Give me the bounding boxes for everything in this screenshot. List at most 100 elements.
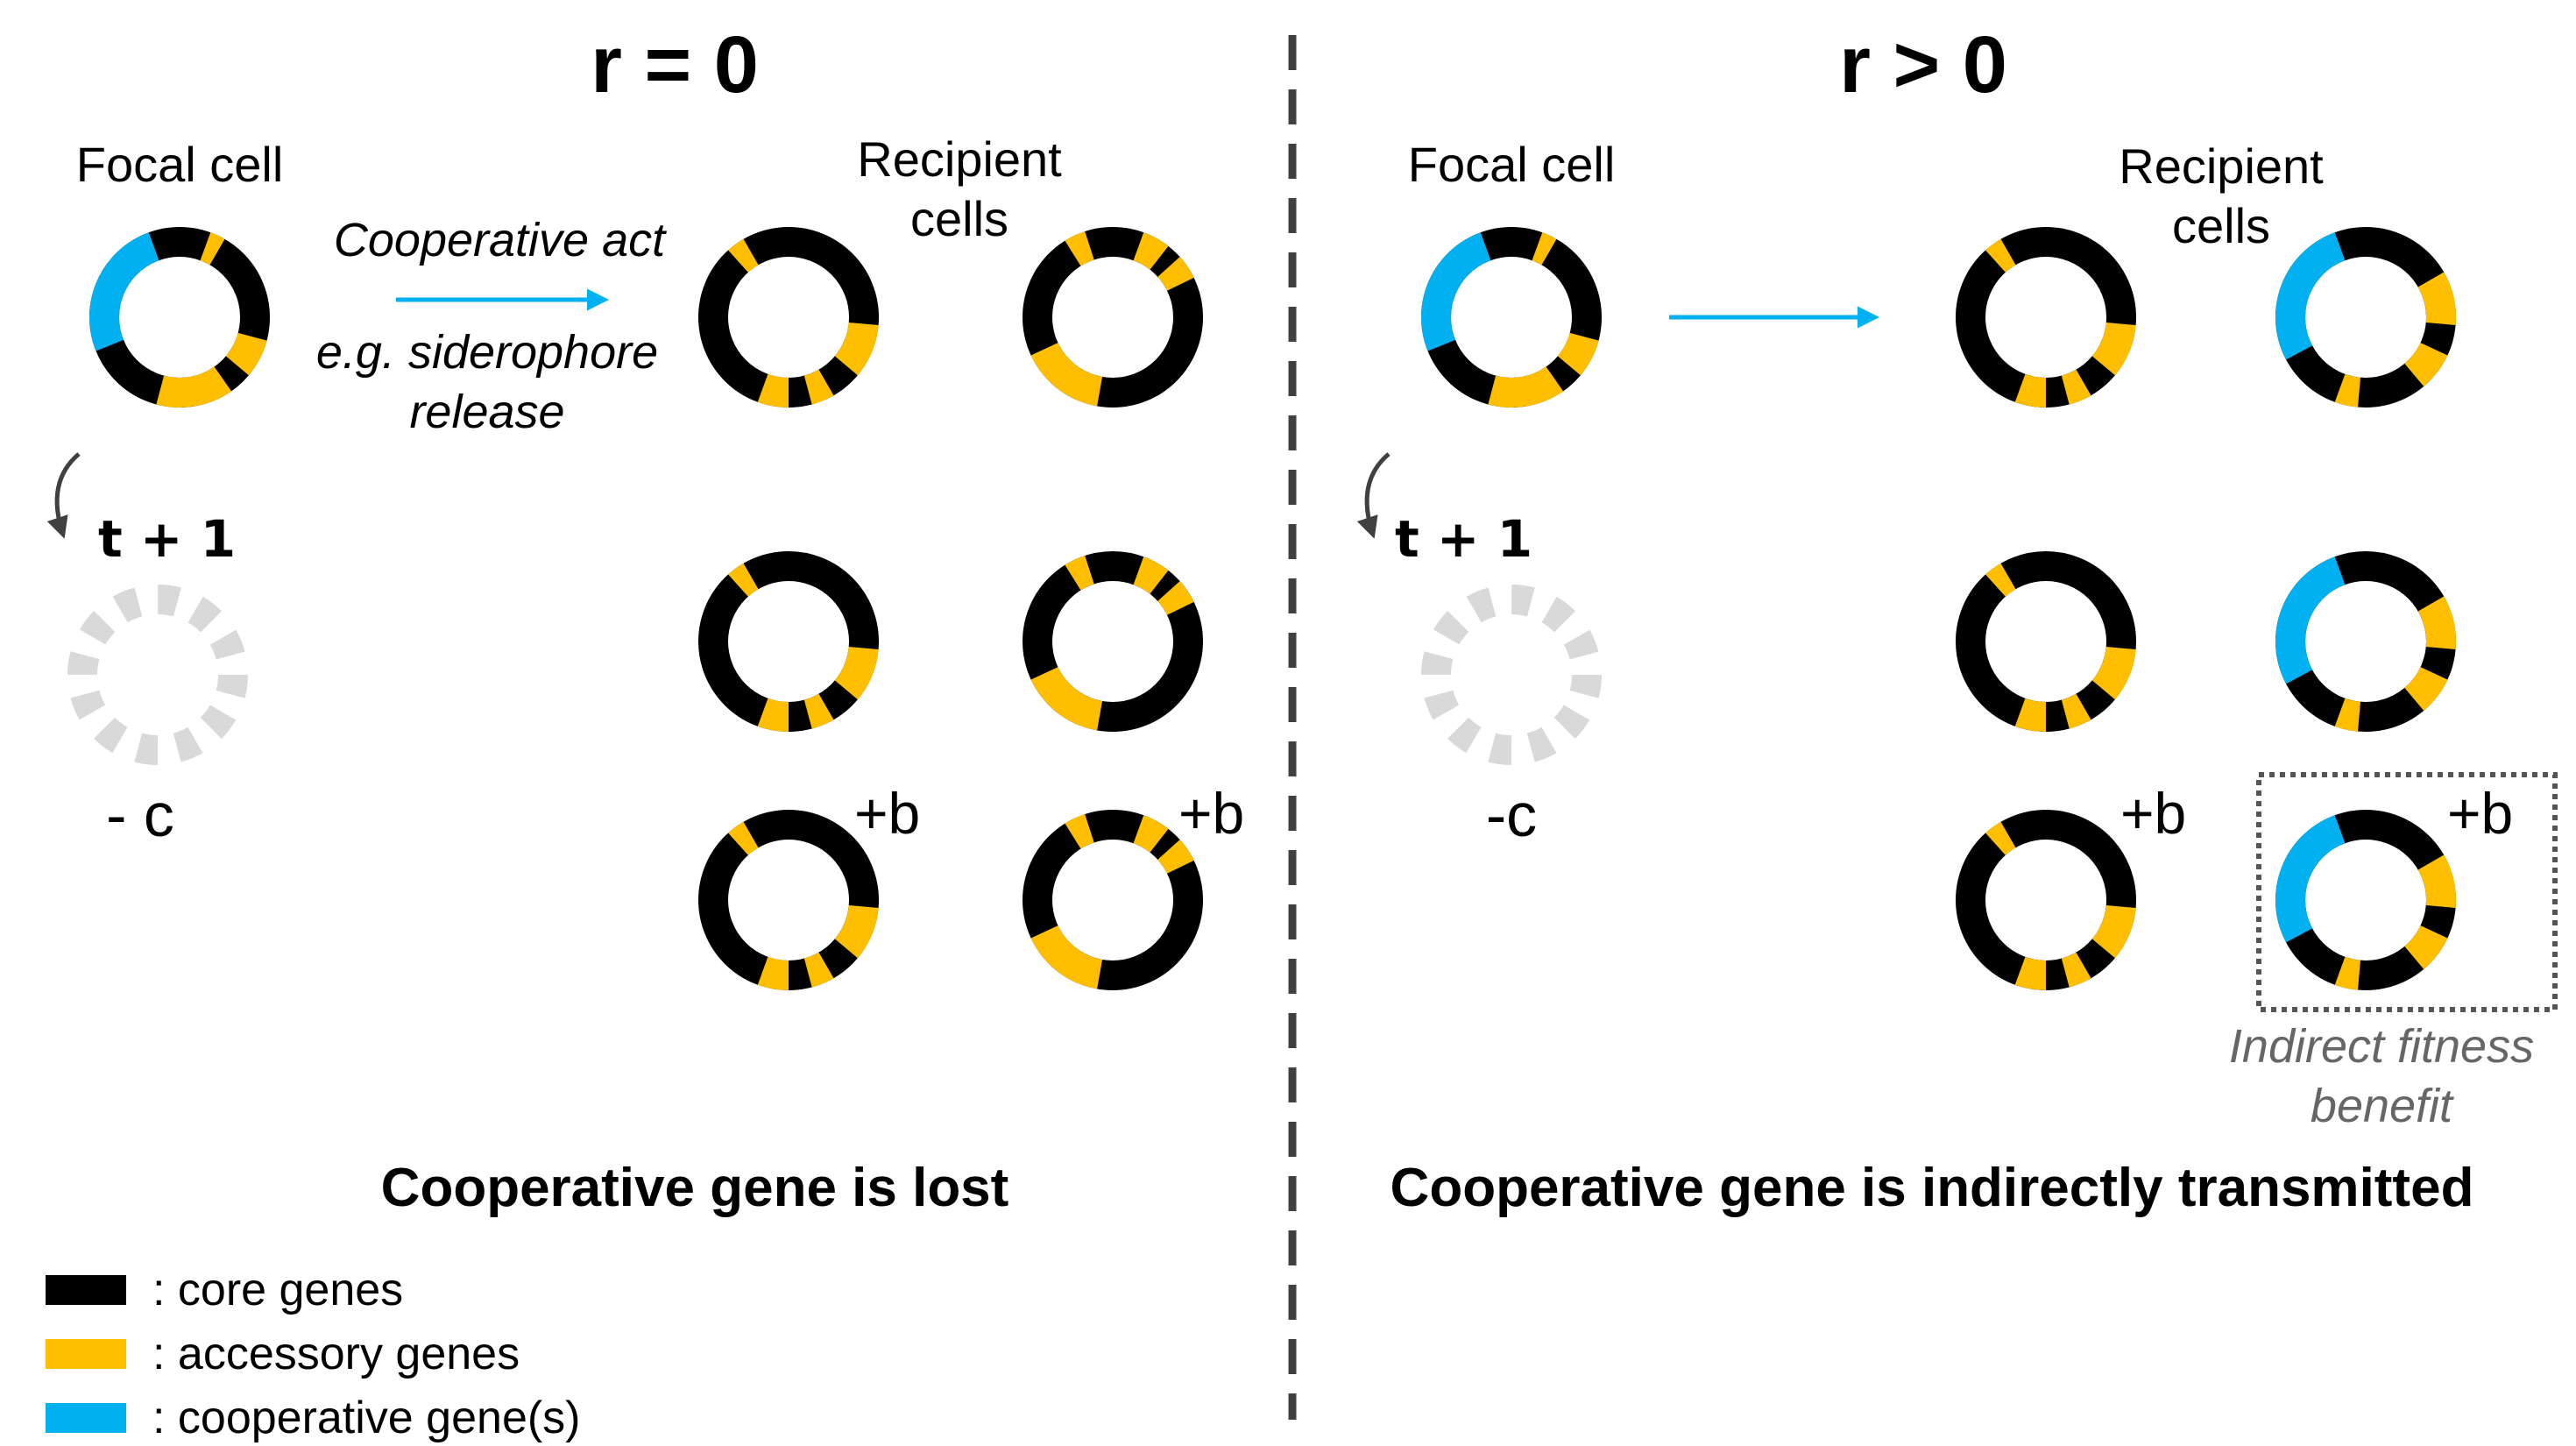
right-focal-cell-label: Focal cell xyxy=(1407,137,1616,192)
accessory-genes-segment xyxy=(1132,232,1169,271)
right-recipient-line1: Recipient xyxy=(2119,138,2324,194)
right-recipient-line2: cells xyxy=(2171,198,2271,253)
accessory-genes-segment xyxy=(2014,956,2047,990)
accessory-genes-segment xyxy=(2417,272,2456,325)
accessory-genes-segment xyxy=(2334,956,2361,990)
accessory-genes-segment xyxy=(803,952,834,988)
core-genes-segment xyxy=(698,551,879,732)
left-recipient-cell-2 xyxy=(1023,227,1203,408)
accessory-genes-segment xyxy=(1557,332,1599,376)
legend-cooperative-label: : cooperative gene(s) xyxy=(152,1393,581,1443)
accessory-genes-segment xyxy=(225,332,267,376)
right-panel-title: r > 0 xyxy=(1839,20,2007,110)
left-panel-title: r = 0 xyxy=(591,20,759,110)
legend-cooperative: : cooperative gene(s) xyxy=(46,1393,581,1443)
right-cost-label: -c xyxy=(1485,781,1538,849)
accessory-genes-segment xyxy=(2403,666,2448,711)
left-time-label: t + 1 xyxy=(98,509,237,569)
right-recipient-cell-4 xyxy=(2275,551,2456,732)
accessory-genes-segment xyxy=(2417,854,2456,908)
accessory-genes-segment xyxy=(728,238,759,273)
legend-accessory: : accessory genes xyxy=(46,1329,520,1379)
accessory-genes-segment xyxy=(1488,366,1564,408)
left-recipient-cells-label: Recipient cells xyxy=(857,130,1061,249)
right-focal-cell-lost xyxy=(1421,585,1602,765)
cooperative-genes-segment xyxy=(2275,815,2346,943)
accessory-genes-segment xyxy=(834,646,879,700)
left-focal-cell-label: Focal cell xyxy=(75,137,284,192)
left-recipient-cell-3 xyxy=(698,551,879,732)
right-conclusion: Cooperative gene is indirectly transmitt… xyxy=(1390,1158,2474,1218)
accessory-genes-segment xyxy=(2403,342,2448,386)
cooperative-genes-segment xyxy=(2275,556,2346,684)
core-genes-segment xyxy=(1023,227,1203,408)
accessory-genes-segment xyxy=(757,956,789,990)
accessory-genes-segment xyxy=(1065,556,1095,591)
legend-core-label: : core genes xyxy=(152,1265,404,1315)
left-recipient-line2: cells xyxy=(909,191,1009,246)
right-recipient-cell-6 xyxy=(2275,810,2456,990)
accessory-genes-segment xyxy=(1157,257,1194,292)
legend-accessory-swatch xyxy=(46,1339,126,1369)
accessory-genes-segment xyxy=(1132,556,1169,595)
cooperative-act-label: Cooperative act xyxy=(334,210,665,270)
accessory-genes-segment xyxy=(1030,925,1103,989)
accessory-genes-segment xyxy=(1985,563,2016,598)
accessory-genes-segment xyxy=(2091,904,2136,959)
legend-core: : core genes xyxy=(46,1265,403,1315)
left-conclusion: Cooperative gene is lost xyxy=(380,1158,1009,1218)
core-genes-segment xyxy=(698,810,879,990)
accessory-genes-segment xyxy=(2014,373,2047,408)
accessory-genes-segment xyxy=(1985,821,2016,856)
legend-accessory-label: : accessory genes xyxy=(152,1329,520,1379)
cooperative-genes-segment xyxy=(89,232,159,351)
right-recipient-cell-2 xyxy=(2275,227,2456,408)
core-genes-segment xyxy=(698,227,879,408)
left-cost-label: - c xyxy=(106,781,174,849)
cooperative-act-line2: e.g. siderophore xyxy=(315,326,659,379)
right-recipient-cell-1 xyxy=(1956,227,2136,408)
accessory-genes-segment xyxy=(834,904,879,959)
core-genes-segment xyxy=(1956,551,2136,732)
time-step-arrow-right xyxy=(1356,452,1391,539)
left-recipient-cell-5 xyxy=(698,810,879,990)
accessory-genes-segment xyxy=(757,698,789,732)
accessory-genes-segment xyxy=(1065,231,1095,266)
accessory-genes-segment xyxy=(2061,693,2091,729)
accessory-genes-segment xyxy=(803,369,834,405)
right-benefit-label-2: +b xyxy=(2447,781,2514,846)
accessory-genes-segment xyxy=(1157,840,1194,875)
left-focal-cell-lost xyxy=(67,585,248,765)
right-time-label: t + 1 xyxy=(1395,509,1533,569)
cooperative-act-line1: Cooperative act xyxy=(333,214,666,266)
left-benefit-label-1: +b xyxy=(854,781,921,846)
cooperative-act-line3: release xyxy=(409,386,565,438)
left-focal-cell xyxy=(89,227,270,408)
accessory-genes-segment xyxy=(1157,581,1194,616)
accessory-genes-segment xyxy=(2091,646,2136,700)
indirect-fitness-line1: Indirect fitness xyxy=(2228,1020,2535,1073)
cooperative-act-example: e.g. siderophore release xyxy=(316,323,658,442)
core-genes-segment xyxy=(2421,332,2453,351)
left-benefit-label-2: +b xyxy=(1178,781,1245,846)
core-genes-segment xyxy=(1023,810,1203,990)
accessory-genes-segment xyxy=(803,693,834,729)
left-recipient-cell-6 xyxy=(1023,810,1203,990)
accessory-genes-segment xyxy=(834,322,879,376)
core-genes-segment xyxy=(1956,810,2136,990)
legend-core-swatch xyxy=(46,1275,126,1305)
core-genes-segment xyxy=(1023,551,1203,732)
accessory-genes-segment xyxy=(2417,596,2456,649)
time-step-arrow-left xyxy=(46,452,81,539)
left-recipient-cell-4 xyxy=(1023,551,1203,732)
core-genes-segment xyxy=(2421,656,2453,676)
accessory-genes-segment xyxy=(1030,342,1103,407)
accessory-genes-segment xyxy=(2334,698,2361,732)
accessory-genes-segment xyxy=(2334,373,2361,408)
right-benefit-label-1: +b xyxy=(2120,781,2187,846)
right-focal-cell xyxy=(1421,227,1602,408)
accessory-genes-segment xyxy=(2091,322,2136,376)
accessory-genes-segment xyxy=(1985,238,2016,273)
accessory-genes-segment xyxy=(728,821,759,856)
